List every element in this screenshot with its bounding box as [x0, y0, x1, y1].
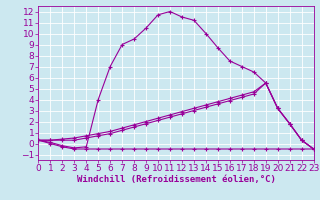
X-axis label: Windchill (Refroidissement éolien,°C): Windchill (Refroidissement éolien,°C) [76, 175, 276, 184]
